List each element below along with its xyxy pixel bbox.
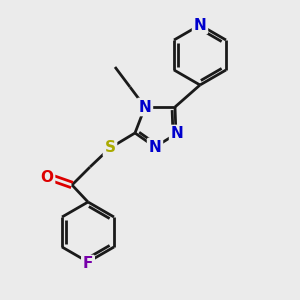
Text: N: N	[139, 100, 152, 115]
Text: S: S	[104, 140, 116, 155]
Text: O: O	[40, 170, 53, 185]
Text: N: N	[148, 140, 161, 154]
Text: N: N	[171, 127, 183, 142]
Text: N: N	[194, 17, 206, 32]
Text: F: F	[83, 256, 93, 272]
